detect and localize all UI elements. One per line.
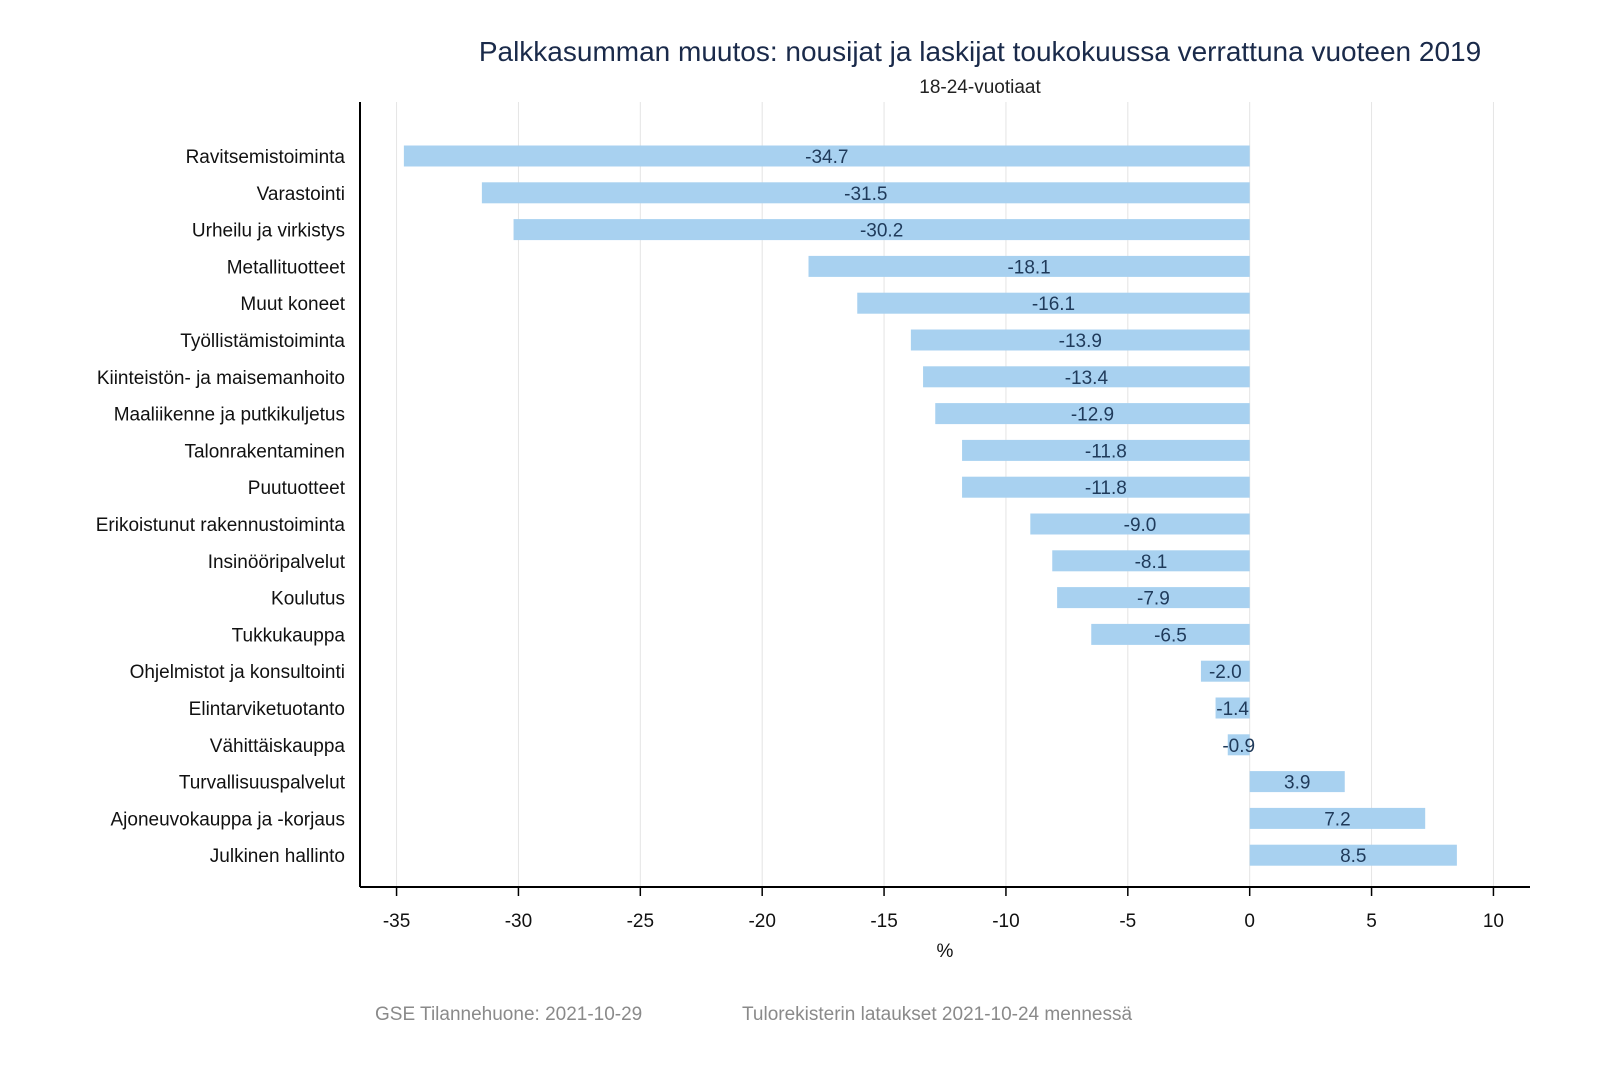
bar xyxy=(962,476,1250,498)
category-label: Insinööripalvelut xyxy=(208,552,346,573)
bar-value-label: -1.4 xyxy=(1216,699,1249,720)
bar xyxy=(935,403,1250,425)
x-tick-label: -25 xyxy=(627,911,654,932)
category-label: Kiinteistön- ja maisemanhoito xyxy=(97,368,345,389)
category-label: Koulutus xyxy=(271,589,345,610)
x-tick-label: 5 xyxy=(1366,911,1377,932)
category-label: Puutuotteet xyxy=(248,478,346,499)
bar xyxy=(513,219,1250,241)
bar xyxy=(857,292,1250,314)
bar-value-label: -18.1 xyxy=(1007,257,1050,278)
bar xyxy=(1227,734,1250,756)
bar xyxy=(481,182,1250,204)
bar-value-label: -8.1 xyxy=(1135,552,1168,573)
bar xyxy=(962,439,1250,461)
category-label: Metallituotteet xyxy=(227,257,346,278)
bar xyxy=(1249,807,1426,829)
bar xyxy=(1215,697,1250,719)
bar-value-label: -34.7 xyxy=(805,147,848,168)
bar-value-label: -31.5 xyxy=(844,184,887,205)
category-label: Muut koneet xyxy=(240,294,345,315)
category-label: Elintarviketuotanto xyxy=(189,699,345,720)
chart-subtitle: 18-24-vuotiaat xyxy=(919,77,1041,98)
x-tick-label: -35 xyxy=(383,911,410,932)
bar-value-label: 7.2 xyxy=(1324,809,1350,830)
x-axis-label: % xyxy=(937,941,954,962)
bar-value-label: -0.9 xyxy=(1222,736,1255,757)
chart-title: Palkkasumman muutos: nousijat ja laskija… xyxy=(478,36,1482,67)
bar-value-label: 3.9 xyxy=(1284,773,1310,794)
category-label: Talonrakentaminen xyxy=(184,441,345,462)
x-tick-label: 10 xyxy=(1483,911,1504,932)
bar-value-label: -16.1 xyxy=(1032,294,1075,315)
category-label: Urheilu ja virkistys xyxy=(192,221,345,242)
bar xyxy=(923,366,1250,388)
category-label: Vähittäiskauppa xyxy=(210,736,346,757)
x-tick-label: 0 xyxy=(1244,911,1255,932)
bar xyxy=(1200,660,1250,682)
bar-value-label: -6.5 xyxy=(1154,625,1187,646)
x-tick-label: -20 xyxy=(748,911,775,932)
bar xyxy=(1249,844,1457,866)
bar xyxy=(1030,513,1250,535)
bar-value-label: -12.9 xyxy=(1071,405,1114,426)
category-label: Ohjelmistot ja konsultointi xyxy=(130,662,345,683)
category-label: Maaliikenne ja putkikuljetus xyxy=(114,405,345,426)
bar-value-label: 8.5 xyxy=(1340,846,1366,867)
bar-value-label: -30.2 xyxy=(860,221,903,242)
bar-value-label: -2.0 xyxy=(1209,662,1242,683)
bar xyxy=(1052,550,1250,572)
bar xyxy=(808,255,1250,277)
category-label: Työllistämistoiminta xyxy=(180,331,345,352)
category-label: Turvallisuuspalvelut xyxy=(179,773,346,794)
category-label: Ravitsemistoiminta xyxy=(186,147,346,168)
bar xyxy=(403,145,1250,167)
x-tick-label: -30 xyxy=(505,911,532,932)
bar xyxy=(1091,623,1250,645)
bar-value-label: -9.0 xyxy=(1124,515,1157,536)
category-label: Erikoistunut rakennustoiminta xyxy=(96,515,346,536)
bar-chart: -34.7 -31.5 -30.2 -18.1 -16.1 -13.9 -13.4 -12.9… xyxy=(96,102,1530,962)
bar-value-label: -13.9 xyxy=(1059,331,1102,352)
category-label: Varastointi xyxy=(257,184,345,205)
bar xyxy=(1057,587,1250,609)
category-label: Julkinen hallinto xyxy=(210,846,345,867)
footer-source: GSE Tilannehuone: 2021-10-29 xyxy=(375,1004,643,1025)
bar-value-label: -11.8 xyxy=(1085,441,1127,462)
bar xyxy=(910,329,1250,351)
bar xyxy=(1249,771,1345,793)
x-tick-label: -15 xyxy=(870,911,897,932)
category-label: Tukkukauppa xyxy=(232,625,346,646)
bar-value-label: -7.9 xyxy=(1137,589,1170,610)
x-tick-label: -5 xyxy=(1119,911,1136,932)
x-tick-label: -10 xyxy=(992,911,1019,932)
bar-value-label: -13.4 xyxy=(1065,368,1109,389)
category-label: Ajoneuvokauppa ja -korjaus xyxy=(111,809,346,830)
bar-value-label: -11.8 xyxy=(1085,478,1127,499)
footer-note: Tulorekisterin lataukset 2021-10-24 menn… xyxy=(742,1004,1133,1025)
